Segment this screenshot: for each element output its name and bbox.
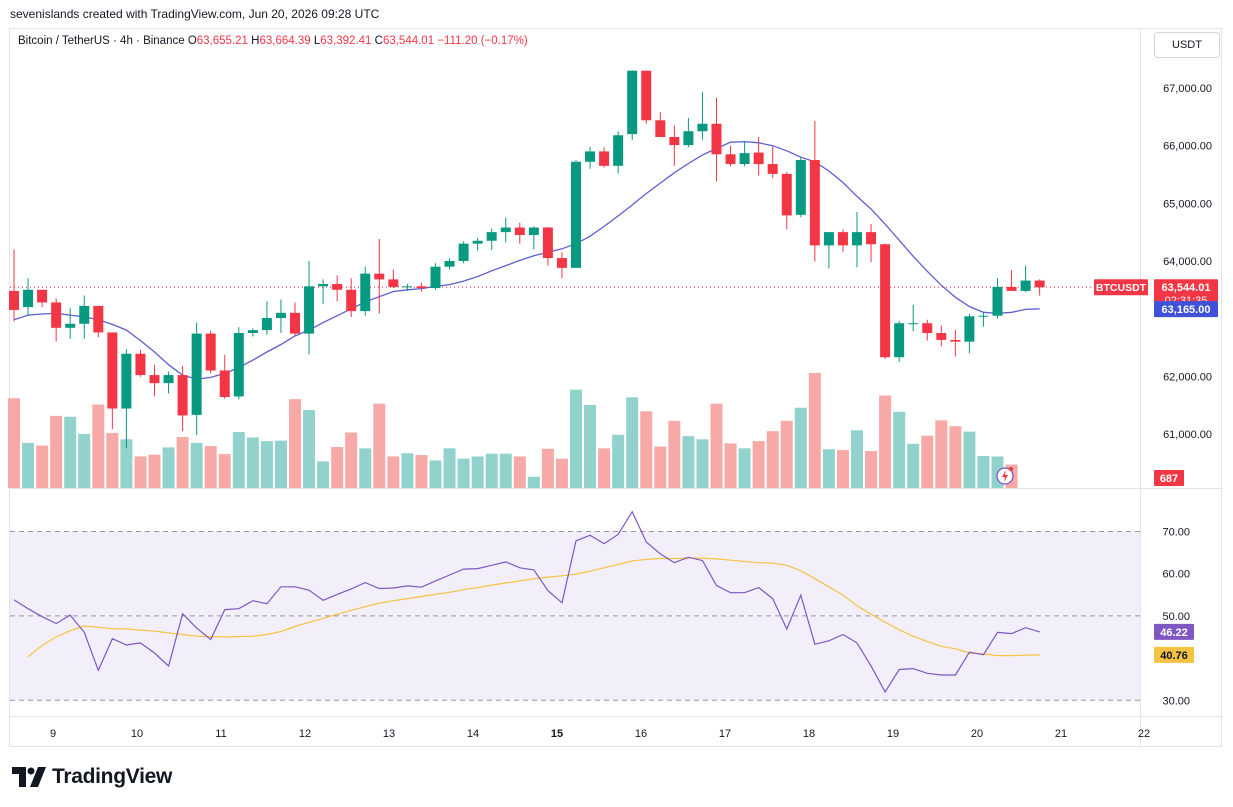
- low-label: L: [313, 35, 321, 47]
- low-value: 63,392.41: [320, 35, 372, 47]
- close-value: 63,544.01: [382, 35, 435, 47]
- close-label: C: [374, 35, 383, 47]
- high-label: H: [251, 35, 260, 47]
- high-value: 63,664.39: [259, 35, 311, 47]
- chart-credit: sevenislands created with TradingView.co…: [10, 7, 380, 21]
- chart-frame: [9, 28, 1222, 747]
- ohlc-legend: Bitcoin / TetherUS · 4h · Binance O63,65…: [18, 35, 528, 47]
- currency-button[interactable]: USDT: [1154, 32, 1220, 58]
- open-value: 63,655.21: [196, 35, 248, 47]
- tradingview-logo-icon: [12, 767, 46, 787]
- symbol-title[interactable]: Bitcoin / TetherUS · 4h · Binance: [18, 35, 185, 47]
- change-value: −111.20 (−0.17%): [437, 35, 528, 47]
- brand-name: TradingView: [52, 765, 173, 788]
- open-label: O: [187, 35, 197, 47]
- tradingview-logo[interactable]: TradingView: [12, 765, 172, 789]
